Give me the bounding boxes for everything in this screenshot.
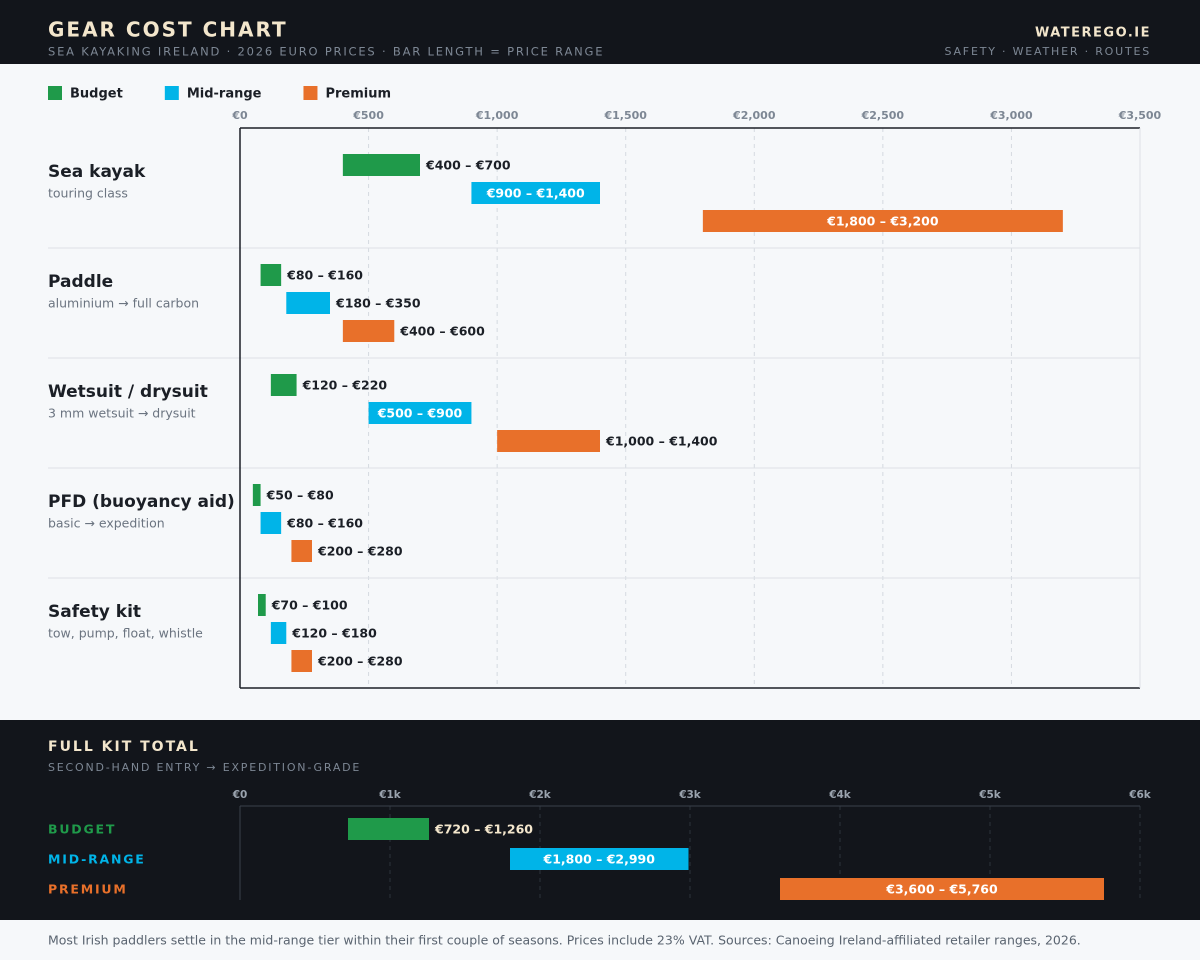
title: GEAR COST CHART <box>48 18 288 42</box>
range-bar <box>252 484 261 506</box>
range-bar <box>260 512 282 534</box>
x-tick-label: €3k <box>678 789 702 801</box>
range-bar <box>260 264 282 286</box>
range-bar <box>471 182 600 204</box>
value-label: €1,800 – €2,990 <box>543 852 656 867</box>
range-bar <box>342 154 420 176</box>
x-tick-label: €1,500 <box>603 109 647 122</box>
totals-title: FULL KIT TOTAL <box>48 739 200 755</box>
value-label: €3,600 – €5,760 <box>885 882 998 897</box>
x-tick-label: €0 <box>232 789 248 801</box>
tagline: SAFETY · WEATHER · ROUTES <box>945 45 1152 58</box>
value-label: €400 – €600 <box>399 324 485 339</box>
x-tick-label: €4k <box>828 789 852 801</box>
x-tick-label: €1,000 <box>475 109 519 122</box>
brand: WATEREGO.IE <box>1035 26 1151 41</box>
footer-note: Most Irish paddlers settle in the mid-ra… <box>48 933 1081 948</box>
value-label: €1,800 – €3,200 <box>826 214 939 229</box>
value-label: €180 – €350 <box>335 296 421 311</box>
x-tick-label: €3,500 <box>1118 109 1162 122</box>
value-label: €80 – €160 <box>286 268 363 283</box>
range-bar <box>291 540 312 562</box>
x-tick-label: €2,000 <box>732 109 776 122</box>
x-tick-label: €5k <box>978 789 1002 801</box>
chart-bg <box>0 64 1200 720</box>
category-note: basic → expedition <box>48 516 165 531</box>
category-label: Paddle <box>48 272 113 292</box>
x-tick-label: €6k <box>1128 789 1152 801</box>
legend-label: Mid-range <box>187 87 262 102</box>
legend-label: Premium <box>325 87 391 102</box>
value-label: €200 – €280 <box>317 544 403 559</box>
category-label: PFD (buoyancy aid) <box>48 492 235 512</box>
footer-bg <box>0 920 1200 960</box>
subtitle: SEA KAYAKING IRELAND · 2026 EURO PRICES … <box>48 45 604 59</box>
value-label: €400 – €700 <box>425 158 511 173</box>
x-tick-label: €500 <box>352 109 384 122</box>
legend-swatch <box>164 86 179 100</box>
value-label: €1,000 – €1,400 <box>605 434 718 449</box>
range-bar <box>286 292 330 314</box>
range-bar <box>780 878 1104 900</box>
category-label: Safety kit <box>48 602 141 622</box>
range-bar <box>342 320 395 342</box>
category-label: PREMIUM <box>48 882 128 897</box>
range-bar <box>291 650 312 672</box>
category-note: 3 mm wetsuit → drysuit <box>48 406 196 421</box>
category-label: Sea kayak <box>48 162 146 182</box>
value-label: €900 – €1,400 <box>486 186 585 201</box>
legend-swatch <box>303 86 318 100</box>
legend-swatch <box>48 86 62 100</box>
totals-subtitle: SECOND-HAND ENTRY → EXPEDITION-GRADE <box>48 761 361 774</box>
x-tick-label: €2,500 <box>861 109 905 122</box>
x-tick-label: €1k <box>378 789 402 801</box>
category-label: Wetsuit / drysuit <box>48 382 208 402</box>
value-label: €120 – €180 <box>291 626 377 641</box>
range-bar <box>348 818 429 840</box>
range-bar <box>497 430 600 452</box>
category-note: tow, pump, float, whistle <box>48 626 203 641</box>
value-label: €70 – €100 <box>271 598 348 613</box>
header-bg <box>0 0 1200 64</box>
value-label: €500 – €900 <box>377 406 463 421</box>
range-bar <box>270 374 297 396</box>
range-bar <box>368 402 472 424</box>
value-label: €120 – €220 <box>302 378 388 393</box>
value-label: €200 – €280 <box>317 654 403 669</box>
category-label: MID-RANGE <box>48 852 146 867</box>
category-note: aluminium → full carbon <box>48 296 199 311</box>
legend-label: Budget <box>70 87 123 102</box>
range-bar <box>258 594 266 616</box>
range-bar <box>510 848 689 870</box>
category-note: touring class <box>48 186 128 201</box>
x-tick-label: €3,000 <box>989 109 1033 122</box>
range-bar <box>270 622 287 644</box>
x-tick-label: €0 <box>231 109 248 122</box>
value-label: €720 – €1,260 <box>434 822 533 837</box>
category-label: BUDGET <box>48 822 116 837</box>
x-tick-label: €2k <box>528 789 552 801</box>
value-label: €50 – €80 <box>266 488 334 503</box>
value-label: €80 – €160 <box>286 516 363 531</box>
range-bar <box>702 210 1063 232</box>
